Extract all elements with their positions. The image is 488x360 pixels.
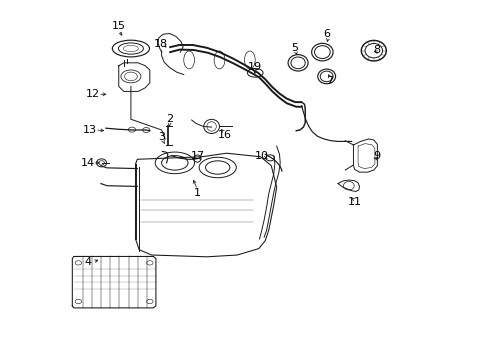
Text: 2: 2 (165, 114, 173, 124)
Text: 5: 5 (290, 43, 297, 53)
Text: 15: 15 (112, 21, 125, 31)
Text: 9: 9 (372, 151, 380, 161)
Text: 12: 12 (85, 89, 100, 99)
Text: 18: 18 (153, 39, 167, 49)
Text: 19: 19 (247, 63, 262, 72)
Text: 7: 7 (325, 76, 332, 86)
Text: 11: 11 (347, 197, 361, 207)
Text: 17: 17 (191, 151, 204, 161)
Text: 3: 3 (158, 132, 165, 142)
Text: 4: 4 (84, 257, 91, 267)
Text: 14: 14 (81, 158, 95, 168)
Text: 6: 6 (323, 29, 329, 39)
Text: 8: 8 (372, 45, 380, 55)
Text: 1: 1 (193, 188, 201, 198)
Text: 16: 16 (218, 130, 231, 140)
Text: 13: 13 (83, 125, 97, 135)
Text: 10: 10 (254, 151, 268, 161)
